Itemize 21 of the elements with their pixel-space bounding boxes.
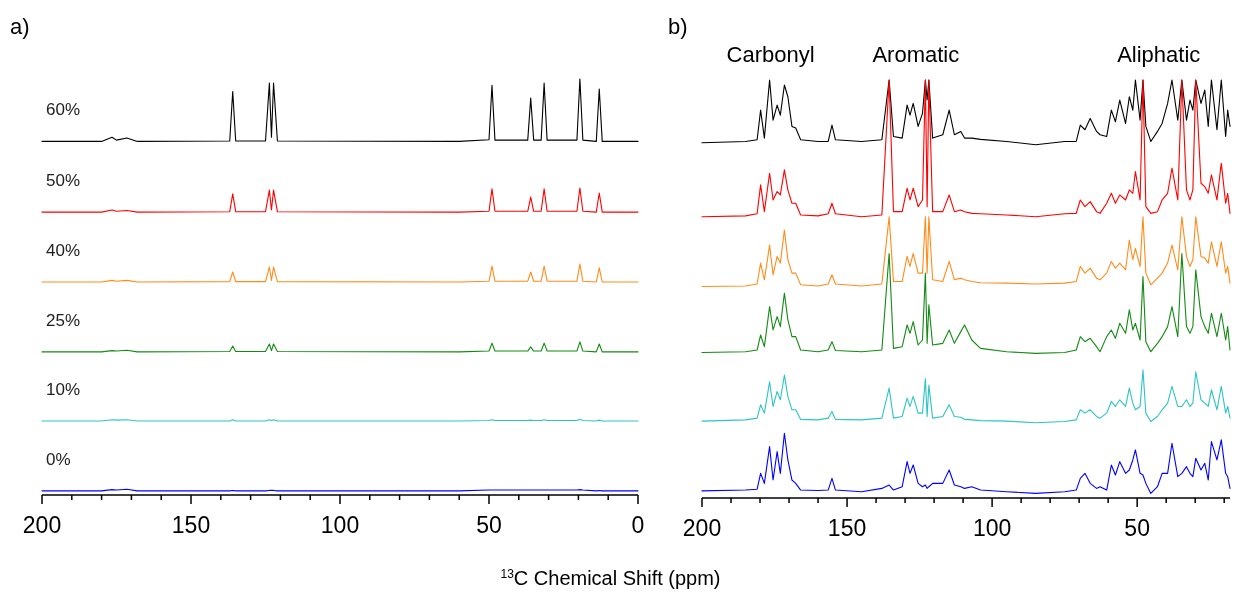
x-tick-label: 100: [320, 512, 360, 538]
series-label: 25%: [46, 310, 81, 330]
x-tick-label: 50: [476, 512, 502, 538]
x-tick-label: 200: [22, 512, 62, 538]
x-tick-label: 100: [972, 515, 1012, 541]
chart-title: b): [668, 14, 688, 39]
chart-title: a): [10, 14, 30, 39]
x-tick-label: 0: [631, 512, 645, 538]
text: Carbonyl: [726, 42, 815, 67]
x-tick-label: 150: [171, 512, 211, 538]
series-label: 60%: [46, 100, 81, 120]
series-label: 40%: [46, 241, 81, 261]
series-label: 10%: [46, 379, 81, 399]
x-tick-label: 50: [1124, 515, 1150, 541]
x-tick-label: 200: [682, 515, 722, 541]
series-label: 0%: [46, 449, 71, 469]
x-axis-title: $^{13}$C Chemical Shift (ppm): [500, 567, 721, 589]
x-tick-label: 150: [827, 515, 867, 541]
series-label: 50%: [46, 171, 81, 191]
text: Aliphatic: [1117, 42, 1201, 67]
text: Aromatic: [872, 42, 960, 67]
